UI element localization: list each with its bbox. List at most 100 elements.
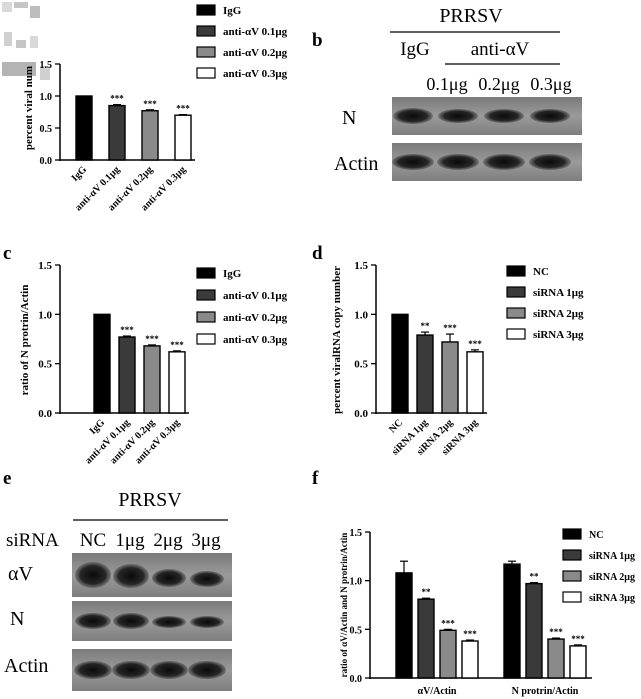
chart-c-ytick-label-2: 1.0 [38,309,52,321]
chart-f-xlabel-1: N protrin/Actin [512,686,579,697]
panel-a-thumbnail [2,2,50,80]
chart-f-ytick-label-2: 1.0 [350,577,363,588]
chart-f-legend-swatch-0 [562,528,582,540]
chart-f-legend-swatch-2 [562,570,582,582]
panel-e-band-av-2 [113,564,149,588]
panel-b-header: PRRSV [439,5,503,27]
chart-f-bar-1-3 [569,645,587,679]
chart-c-bar-3 [168,351,186,414]
chart-d-legend-swatch-3 [506,328,526,340]
chart-f-ytick-label-0: 0.0 [350,674,363,685]
panel-e-row-av: αV [8,563,33,585]
chart-f-sig-0-1: ** [422,587,432,597]
panel-b-group-igg: IgG [400,39,430,60]
chart-c-legend-swatch-1 [196,289,216,301]
chart-c: 0.0 0.5 1.0 1.5 ratio of N protrin/Actin IgG *… [19,260,288,466]
chart-a-ytick-label-3: 1.5 [40,60,53,71]
chart-d-legend-label-3: siRNA 3μg [533,329,584,341]
chart-a-legend-label-2: anti-αV 0.2μg [223,47,288,59]
panel-b-letter: b [312,30,323,51]
panel-b-band-actin-3 [483,154,525,170]
chart-f-sig-1-3: *** [571,634,585,644]
chart-f-legend-swatch-3 [562,591,582,603]
chart-f-legend-label-1: siRNA 1μg [589,551,635,562]
chart-f-bar-1-1 [525,582,543,679]
chart-d-legend-label-1: siRNA 1μg [533,287,584,299]
chart-a-ytick-label-0: 0.0 [40,156,53,167]
chart-f-ytick-label-1: 0.5 [350,625,363,636]
chart-d-legend-label-2: siRNA 2μg [533,308,584,320]
chart-f-sig-0-3: *** [463,629,477,639]
panel-e-row-n: N [10,608,24,630]
chart-f-legend-label-3: siRNA 3μg [589,593,635,604]
chart-c-legend-label-1: anti-αV 0.1μg [223,290,288,302]
chart-c-legend-label-0: IgG [223,268,242,280]
chart-f-ytick-label-3: 1.5 [350,528,363,539]
chart-f-legend-label-2: siRNA 2μg [589,572,635,583]
chart-f-bar-0-1 [417,598,435,679]
panel-e-band-actin-2 [112,661,150,679]
chart-d-bar-0 [391,313,409,414]
chart-a-bar-3 [174,114,192,161]
chart-c-sig-3: *** [170,340,184,350]
panel-e-row-label: siRNA [6,530,59,551]
chart-d-ytick-label-0: 0.0 [354,408,368,420]
panel-b-band-n-2 [438,109,478,123]
chart-d-legend-swatch-2 [506,307,526,319]
chart-d-bar-1 [416,334,434,414]
panel-e-band-av-1 [75,562,111,588]
chart-a-legend-swatch-0 [196,4,216,16]
chart-d-bar-3 [466,351,484,414]
chart-f-xlabel-0: αV/Actin [418,686,457,697]
chart-c-sig-1: *** [120,325,134,335]
chart-c-ylabel: ratio of N protrin/Actin [19,285,31,396]
panel-e-lane-3: 2μg [153,530,183,551]
chart-f-legend-swatch-1 [562,549,582,561]
chart-a-sig-2: *** [143,99,157,109]
chart-a-xlabel-0: IgG [70,164,90,184]
panel-b-band-n-4 [530,109,570,123]
chart-f-bar-0-2 [439,629,457,679]
chart-c-bar-2 [143,345,161,414]
panel-e-letter: e [3,468,11,489]
chart-c-xlabel-0: IgG [88,417,108,437]
panel-b-blot: b PRRSV IgG anti-αV 0.1μg 0.2μg 0.3μg N … [312,5,582,181]
chart-f-bar-0-0 [395,572,413,679]
chart-d-legend-label-0: NC [533,266,549,278]
chart-d-sig-3: *** [468,339,482,349]
panel-b-band-actin-2 [437,154,479,170]
chart-c-sig-2: *** [145,334,159,344]
panel-b-dose-2: 0.2μg [478,74,519,94]
panel-e-row-actin: Actin [4,655,48,677]
panel-e-band-actin-1 [74,661,112,679]
chart-f-sig-0-2: *** [441,618,455,628]
panel-e-band-actin-3 [150,661,188,679]
chart-d-ytick-label-2: 1.0 [354,309,368,321]
panel-e-band-n-3 [152,616,186,628]
panel-e-band-n-1 [75,613,111,629]
chart-c-legend-label-3: anti-αV 0.3μg [223,334,288,346]
chart-c-ytick-label-1: 0.5 [38,359,52,371]
chart-c-legend-swatch-3 [196,333,216,345]
chart-d-sig-2: *** [443,323,457,333]
chart-c-legend-label-2: anti-αV 0.2μg [223,312,288,324]
chart-d-bar-2 [441,341,459,414]
chart-d: 0.0 0.5 1.0 1.5 percent viralRNA copy number… [331,260,584,458]
panel-b-dose-3: 0.3μg [530,74,571,94]
chart-c-bar-1 [118,336,136,414]
chart-a-legend-label-1: anti-αV 0.1μg [223,26,288,38]
chart-a-bar-2 [141,110,159,161]
chart-a-legend-label-3: anti-αV 0.3μg [223,68,288,80]
chart-c-ytick-label-0: 0.0 [38,408,52,420]
panel-e-band-av-4 [190,571,224,587]
chart-a-sig-3: *** [176,104,190,114]
chart-d-legend-swatch-0 [506,265,526,277]
chart-c-bar-0 [93,313,111,414]
panel-f-letter: f [312,468,319,489]
chart-a-ytick-label-2: 1.0 [40,92,53,103]
panel-b-band-n-3 [484,109,524,123]
panel-b-band-actin-4 [529,154,571,170]
chart-d-xlabel-0: NC [387,417,405,435]
